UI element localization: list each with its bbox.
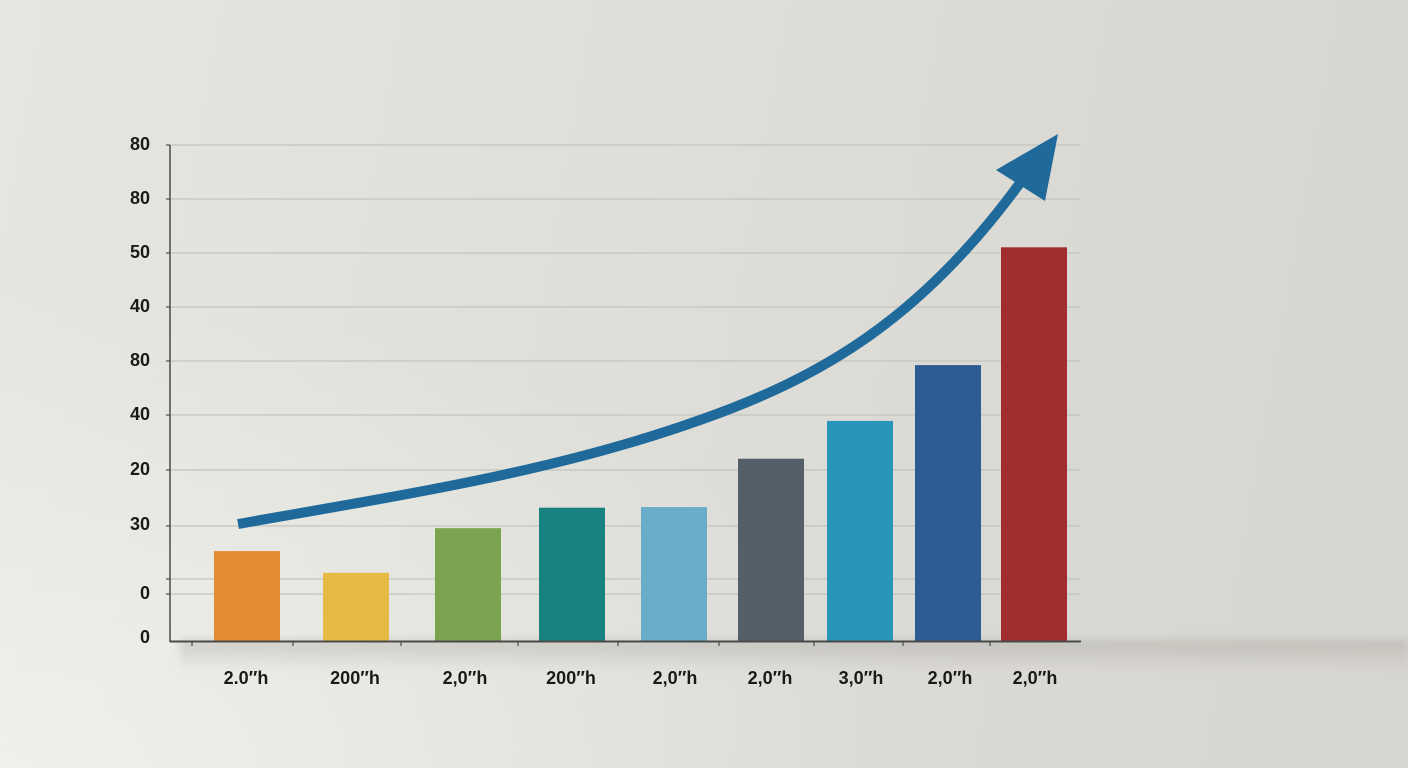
x-category-label: 2,0″h (652, 668, 698, 688)
x-category-label: 2,0″h (1012, 668, 1058, 688)
bar-7 (827, 420, 893, 641)
x-category-label: 2,0″h (442, 668, 488, 688)
x-category-label: 2.0″h (223, 668, 269, 688)
x-category-label: 2,0″h (927, 668, 973, 688)
bars (214, 247, 1067, 642)
bar-4 (539, 507, 605, 641)
y-tick-label: 80 (129, 350, 150, 370)
y-tick-label: 0 (139, 583, 150, 603)
arrow-head-icon (996, 134, 1058, 201)
x-category-label: 200″h (546, 668, 596, 688)
trend-arrow (237, 134, 1058, 529)
y-tick-label: 80 (129, 134, 150, 154)
y-tick-label: 40 (129, 404, 150, 424)
bar-2 (323, 572, 389, 641)
x-category-label: 3,0″h (838, 668, 884, 688)
bar-1 (214, 551, 280, 641)
y-tick-label: 80 (129, 188, 150, 208)
y-tick-label: 20 (129, 459, 150, 479)
x-category-label: 2,0″h (747, 668, 793, 688)
bar-5 (641, 507, 707, 641)
x-category-label: 200″h (330, 668, 380, 688)
y-tick-label: 0 (139, 627, 150, 647)
axis-shadow (180, 640, 1408, 670)
y-tick-label: 50 (129, 242, 150, 262)
bar-8 (915, 365, 981, 641)
y-tick-label: 30 (129, 514, 150, 534)
bar-9 (1001, 247, 1067, 642)
y-tick-label: 40 (129, 296, 150, 316)
axes (169, 145, 1081, 643)
bar-6 (738, 458, 804, 641)
trend-arrow-line (237, 180, 1025, 529)
bar-3 (435, 528, 501, 641)
x-axis-ticks (191, 641, 991, 646)
